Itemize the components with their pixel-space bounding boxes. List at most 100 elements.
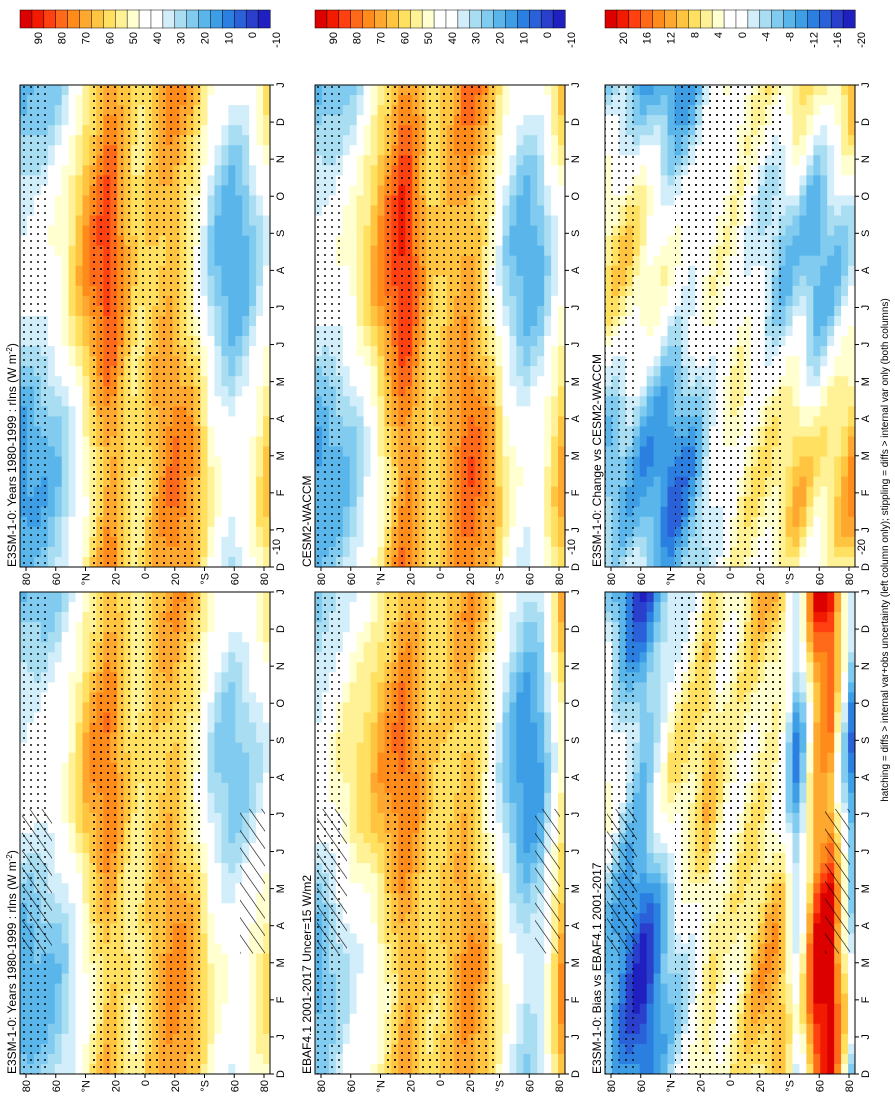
heatmap-cell xyxy=(76,467,83,477)
heatmap-cell xyxy=(523,723,530,733)
heatmap-cell xyxy=(364,954,371,964)
heatmap-cell xyxy=(228,276,235,286)
heatmap-cell xyxy=(83,165,90,175)
heatmap-cell xyxy=(364,682,371,692)
heatmap-cell xyxy=(228,692,235,702)
heatmap-cell xyxy=(523,642,530,652)
heatmap-cell xyxy=(523,763,530,773)
heatmap-cell xyxy=(201,185,208,195)
heatmap-cell xyxy=(69,753,76,763)
heatmap-cell xyxy=(214,216,221,226)
heatmap-cell xyxy=(350,803,357,813)
heatmap-cell xyxy=(69,185,76,195)
heatmap-cell xyxy=(62,984,69,994)
heatmap-cell xyxy=(364,913,371,923)
heatmap-cell xyxy=(221,893,228,903)
heatmap-cell xyxy=(201,286,208,296)
heatmap-cell xyxy=(221,326,228,336)
heatmap-cell xyxy=(350,883,357,893)
heatmap-cell xyxy=(523,702,530,712)
heatmap-cell xyxy=(69,406,76,416)
heatmap-cell xyxy=(55,557,62,567)
month-tick-label: M xyxy=(275,377,287,386)
heatmap-cell xyxy=(76,823,83,833)
heatmap-cell xyxy=(76,366,83,376)
heatmap-cell xyxy=(214,1034,221,1044)
heatmap-cell xyxy=(55,652,62,662)
heatmap-cell xyxy=(83,115,90,125)
lat-tick-label: °S xyxy=(200,1080,212,1092)
heatmap-cell xyxy=(201,477,208,487)
heatmap-cell xyxy=(83,426,90,436)
heatmap-cell xyxy=(69,336,76,346)
heatmap-cell xyxy=(69,195,76,205)
heatmap-cell xyxy=(228,984,235,994)
heatmap-cell xyxy=(55,1064,62,1074)
heatmap-cell xyxy=(228,537,235,547)
heatmap-cell xyxy=(83,943,90,953)
heatmap-cell xyxy=(509,783,516,793)
heatmap-cell xyxy=(371,863,378,873)
heatmap-cell xyxy=(201,713,208,723)
heatmap-cell xyxy=(263,236,270,246)
heatmap-cell xyxy=(242,467,249,477)
heatmap-cell xyxy=(208,346,215,356)
heatmap-cell xyxy=(378,964,385,974)
heatmap-cell xyxy=(364,662,371,672)
heatmap-cell xyxy=(55,602,62,612)
hatch-overlay xyxy=(22,809,52,954)
colorbar-cell xyxy=(175,10,187,28)
heatmap-cell xyxy=(62,763,69,773)
heatmap-cell xyxy=(523,592,530,602)
heatmap-cell xyxy=(214,883,221,893)
heatmap-cell xyxy=(235,366,242,376)
heatmap-cell xyxy=(201,346,208,356)
heatmap-cell xyxy=(235,346,242,356)
heatmap-cell xyxy=(509,592,516,602)
heatmap-cell xyxy=(503,662,510,672)
heatmap-cell xyxy=(256,793,263,803)
heatmap-cell xyxy=(221,447,228,457)
heatmap-cell xyxy=(256,682,263,692)
heatmap-cell xyxy=(235,115,242,125)
heatmap-cell xyxy=(249,135,256,145)
heatmap-cell xyxy=(378,813,385,823)
heatmap-cell xyxy=(544,702,551,712)
heatmap-cell xyxy=(530,592,537,602)
heatmap-cell xyxy=(69,547,76,557)
heatmap-cell xyxy=(83,376,90,386)
colorbar-cell xyxy=(222,10,234,28)
heatmap-cell xyxy=(242,376,249,386)
heatmap-cell xyxy=(551,602,558,612)
heatmap-cell xyxy=(76,487,83,497)
heatmap-cell xyxy=(263,954,270,964)
heatmap-cell xyxy=(371,763,378,773)
heatmap-cell xyxy=(242,487,249,497)
heatmap-cell xyxy=(371,933,378,943)
heatmap-cell xyxy=(249,753,256,763)
heatmap-cell xyxy=(201,612,208,622)
heatmap-cell xyxy=(364,793,371,803)
heatmap-cell xyxy=(62,753,69,763)
heatmap-cell xyxy=(62,226,69,236)
heatmap-cell xyxy=(62,306,69,316)
heatmap-cell xyxy=(544,793,551,803)
heatmap-cell xyxy=(256,326,263,336)
heatmap-cell xyxy=(214,964,221,974)
heatmap-cell xyxy=(221,226,228,236)
heatmap-cell xyxy=(221,406,228,416)
heatmap-cell xyxy=(263,1064,270,1074)
heatmap-cell xyxy=(249,517,256,527)
heatmap-cell xyxy=(69,783,76,793)
heatmap-cell xyxy=(249,406,256,416)
heatmap-cell xyxy=(62,246,69,256)
heatmap-cell xyxy=(256,356,263,366)
heatmap-cell xyxy=(214,467,221,477)
heatmap-cell xyxy=(242,145,249,155)
heatmap-cell xyxy=(201,833,208,843)
heatmap-cell xyxy=(263,366,270,376)
heatmap-cell xyxy=(76,642,83,652)
heatmap-cell xyxy=(537,592,544,602)
heatmap-cell xyxy=(208,913,215,923)
colorbar-cell xyxy=(115,10,127,28)
